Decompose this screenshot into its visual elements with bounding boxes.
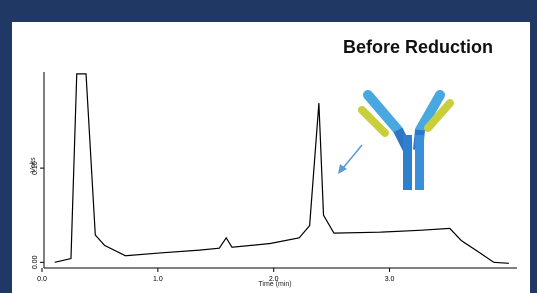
chart-title: Before Reduction [343, 37, 493, 57]
x-tick-label: 3.0 [385, 276, 395, 283]
x-tick-label: 1.0 [153, 276, 163, 283]
y-tick-label: 0.00 [32, 255, 39, 269]
x-tick-label: 0.0 [37, 276, 47, 283]
panel [12, 22, 530, 293]
x-tick-label: 2.0 [269, 276, 279, 283]
y-tick-label: 0.10 [32, 161, 39, 175]
page: Before Reduction Time (min) Volts 0.000.… [0, 0, 537, 293]
chart: Before Reduction Time (min) Volts 0.000.… [0, 0, 537, 293]
